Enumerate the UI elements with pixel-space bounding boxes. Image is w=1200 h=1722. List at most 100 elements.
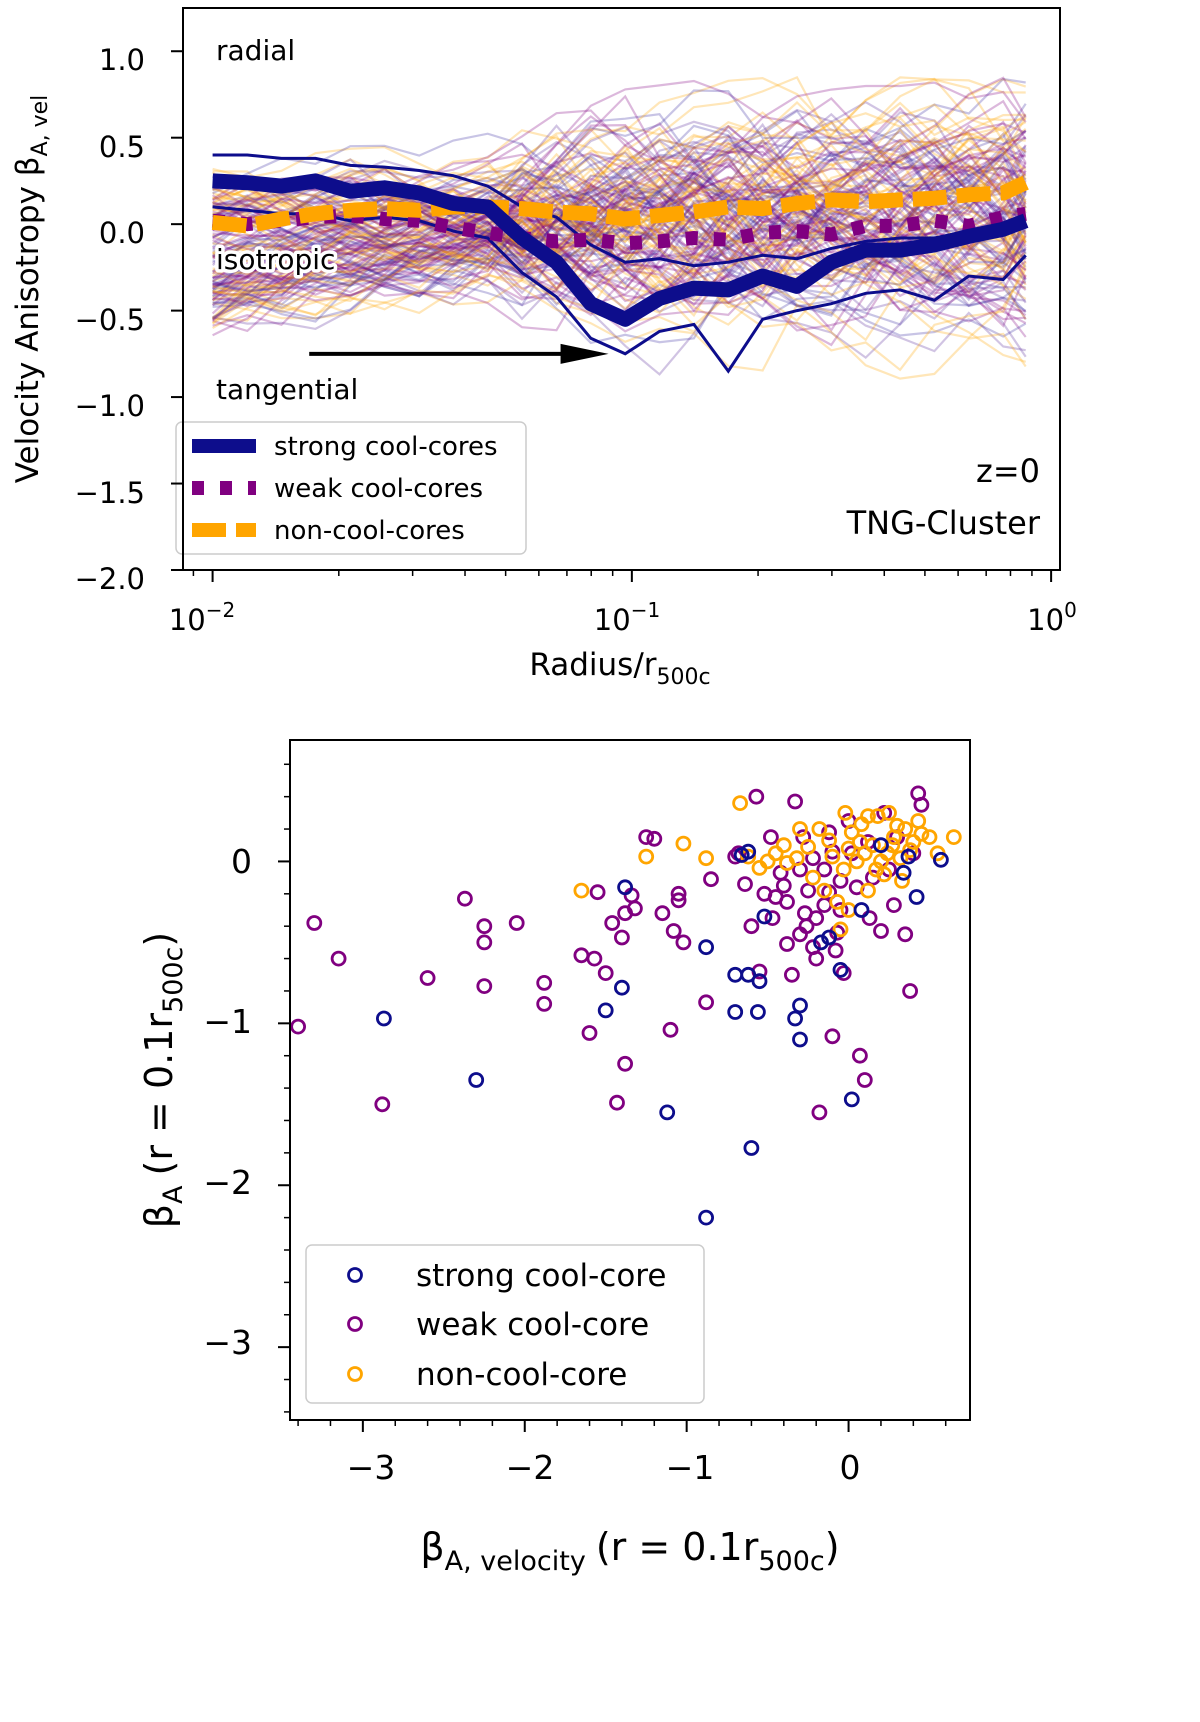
weak-cool-core-point	[858, 1074, 871, 1087]
weak-cool-core-point	[538, 997, 551, 1010]
redshift-label: z=0	[976, 452, 1040, 490]
bottom-x-ticks	[298, 1420, 946, 1432]
weak-cool-core-point	[853, 1049, 866, 1062]
weak-cool-core-point	[789, 795, 802, 808]
arrow-annotation	[309, 344, 608, 364]
figure: radial isotropic tangential z=0 TNG-Clus…	[0, 0, 1200, 1722]
non-cool-core-point	[853, 836, 866, 849]
bottom-panel: strong cool-core weak cool-core non-cool…	[137, 740, 970, 1577]
weak-cool-core-point	[599, 967, 612, 980]
non-cool-core-point	[912, 815, 925, 828]
top-ytick-label-m1.5: −1.5	[75, 476, 145, 510]
non-cool-core-point	[839, 806, 852, 819]
weak-cool-core-point	[648, 832, 661, 845]
weak-cool-core-point	[813, 1106, 826, 1119]
top-xtick-label-1: 100	[1027, 598, 1077, 637]
strong-cool-core-point	[794, 1033, 807, 1046]
strong-cool-core-point	[729, 968, 742, 981]
strong-cool-core-point	[855, 904, 868, 917]
weak-cool-core-point	[332, 952, 345, 965]
weak-cool-core-point	[785, 968, 798, 981]
non-cool-core-point	[677, 837, 690, 850]
weak-cool-core-point	[478, 980, 491, 993]
bottom-y-ticks	[278, 764, 290, 1412]
weak-cool-core-point	[875, 925, 888, 938]
weak-cool-core-point	[292, 1020, 305, 1033]
weak-cool-core-point	[664, 1023, 677, 1036]
top-ytick-label-m0.5: −0.5	[75, 303, 145, 337]
top-ytick-label-m2: −2.0	[75, 562, 145, 596]
top-x-axis-title: Radius/r500c	[529, 647, 710, 690]
non-cool-core-point	[777, 839, 790, 852]
weak-cool-core-point	[575, 949, 588, 962]
weak-cool-core-point	[619, 1057, 632, 1070]
strong-cool-core-point	[845, 1093, 858, 1106]
non-cool-core-point	[575, 884, 588, 897]
weak-cool-core-point	[583, 1027, 596, 1040]
radial-label: radial	[216, 34, 295, 67]
weak-cool-core-point	[887, 899, 900, 912]
weak-cool-core-point	[826, 1030, 839, 1043]
non-cool-core-point	[899, 823, 912, 836]
legend-label-weak: weak cool-cores	[274, 474, 483, 504]
legend-label-noncool: non-cool-cores	[274, 516, 465, 546]
bottom-y-axis-title: βA(r = 0.1r500c)	[137, 932, 189, 1228]
top-ytick-label-1: 1.0	[99, 43, 145, 77]
individual-cluster-profiles	[213, 77, 1026, 378]
weak-cool-core-point	[458, 892, 471, 905]
strong-cool-core-point	[700, 941, 713, 954]
tangential-label: tangential	[216, 373, 358, 406]
non-cool-core-point	[734, 797, 747, 810]
weak-cool-core-point	[588, 952, 601, 965]
strong-cool-core-point	[377, 1012, 390, 1025]
simulation-label: TNG-Cluster	[846, 504, 1041, 542]
legend-label-weak-cc: weak cool-core	[416, 1307, 649, 1343]
strong-cool-core-point	[897, 866, 910, 879]
weak-cool-core-point	[591, 886, 604, 899]
strong-cool-core-point	[789, 1012, 802, 1025]
weak-cool-core-point	[904, 985, 917, 998]
bottom-xtick-label-0: 0	[840, 1448, 861, 1487]
bottom-xtick-label-m2: −2	[506, 1448, 555, 1487]
non-cool-core-point	[842, 904, 855, 917]
top-y-axis-title: Velocity Anisotropy βA, vel	[10, 95, 53, 484]
weak-cool-core-point	[478, 936, 491, 949]
strong-cool-core-point	[615, 981, 628, 994]
weak-cool-core-point	[677, 936, 690, 949]
weak-cool-core-point	[700, 996, 713, 1009]
non-cool-core-point	[700, 852, 713, 865]
non-cool-core-point	[794, 823, 807, 836]
weak-cool-core-point	[777, 879, 790, 892]
bottom-x-axis-title: βA, velocity (r = 0.1r500c)	[420, 1525, 839, 1577]
weak-cool-core-point	[376, 1098, 389, 1111]
weak-cool-core-point	[781, 895, 794, 908]
strong-cool-core-point	[745, 1142, 758, 1155]
strong-cool-core-point	[729, 1006, 742, 1019]
top-x-ticks	[193, 570, 1051, 582]
weak-cool-core-point	[478, 920, 491, 933]
bottom-ytick-label-0: 0	[231, 842, 252, 881]
top-legend: strong cool-cores weak cool-cores non-co…	[176, 422, 526, 554]
weak-cool-core-point	[538, 976, 551, 989]
non-cool-core-point	[947, 831, 960, 844]
weak-cool-core-point	[818, 899, 831, 912]
weak-cool-core-point	[863, 912, 876, 925]
strong-cool-core-point	[470, 1074, 483, 1087]
non-cool-core-point	[807, 871, 820, 884]
weak-cool-core-point	[705, 873, 718, 886]
weak-cool-core-point	[615, 931, 628, 944]
weak-cool-core-point	[781, 938, 794, 951]
weak-cool-core-point	[829, 944, 842, 957]
legend-label-strong: strong cool-cores	[274, 432, 498, 462]
top-panel: radial isotropic tangential z=0 TNG-Clus…	[10, 8, 1077, 690]
legend-label-non-cc: non-cool-core	[416, 1357, 627, 1393]
strong-cool-core-point	[661, 1106, 674, 1119]
scatter-points	[292, 787, 961, 1224]
strong-cool-core-point	[834, 963, 847, 976]
weak-cool-core-point	[750, 790, 763, 803]
bottom-ytick-label-m1: −1	[203, 1002, 252, 1041]
weak-cool-core-point	[739, 878, 752, 891]
bottom-ytick-label-m2: −2	[203, 1163, 252, 1202]
top-xtick-label-0.1: 10−1	[594, 598, 660, 637]
weak-cool-core-point	[606, 917, 619, 930]
